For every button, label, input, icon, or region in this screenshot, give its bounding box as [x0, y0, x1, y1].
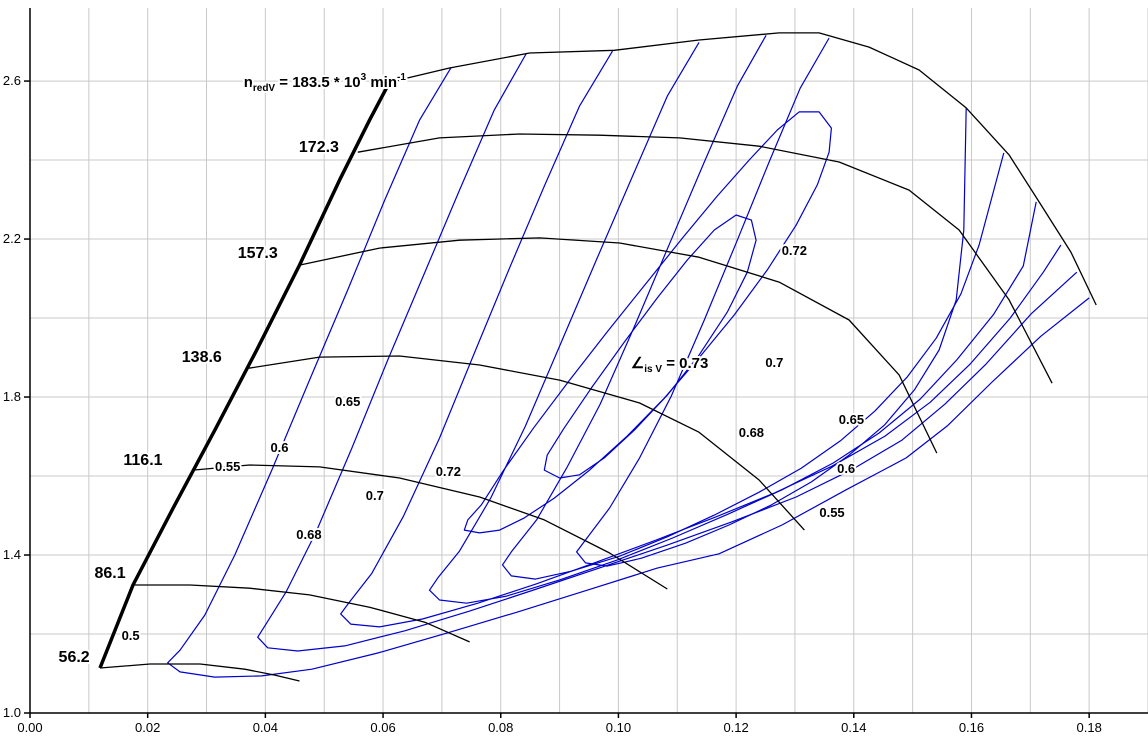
- label-eff-0-55-right: 0.55: [819, 505, 844, 520]
- speed-line-116.1: [192, 464, 668, 590]
- speed-line-172.3: [357, 133, 1053, 384]
- label-eff-annotation: ∠is V = 0.73: [631, 355, 709, 375]
- label-eff-0-55-left: 0.55: [215, 459, 240, 474]
- efficiency-contour-0.73: [543, 214, 757, 479]
- x-tick-label: 0.10: [606, 720, 631, 735]
- label-speed-annotation: nredV = 183.5 * 103 min-1: [244, 72, 407, 94]
- label-eff-0-65-right: 0.65: [839, 412, 864, 427]
- label-speed-138-6: 138.6: [182, 349, 222, 366]
- efficiency-contour-0.7: [576, 37, 967, 567]
- label-speed-56-2: 56.2: [59, 649, 90, 666]
- y-tick-label: 1.0: [3, 705, 21, 720]
- y-tick-label: 1.8: [3, 389, 21, 404]
- label-eff-0-65-left: 0.65: [335, 394, 360, 409]
- efficiency-contour-0.6: [340, 50, 1062, 628]
- speed-line-56.2: [99, 663, 300, 682]
- x-tick-label: 0.16: [959, 720, 984, 735]
- label-eff-0-5: 0.5: [122, 628, 140, 643]
- efficiency-contour-0.68: [501, 35, 1005, 580]
- x-tick-label: 0.02: [135, 720, 160, 735]
- speed-line-86.1: [133, 584, 470, 643]
- axis-ticks-layer: 0.00 0.02 0.04 0.06 0.08 0.10 0.12 0.14 0.16 0.18…: [3, 73, 1102, 735]
- efficiency-contours-layer: [167, 35, 1090, 678]
- x-tick-label: 0.14: [841, 720, 866, 735]
- x-tick-label: 0.08: [488, 720, 513, 735]
- label-eff-0-7-right: 0.7: [765, 355, 783, 370]
- x-tick-label: 0.06: [370, 720, 395, 735]
- label-speed-157-3: 157.3: [238, 245, 278, 262]
- efficiency-contour-0.72: [463, 111, 832, 534]
- label-speed-172-3: 172.3: [299, 139, 339, 156]
- x-tick-label: 0.00: [17, 720, 42, 735]
- surge-line: [98, 81, 392, 669]
- label-eff-0-6-left: 0.6: [270, 440, 288, 455]
- labels-layer: nredV = 183.5 * 103 min-1 172.3 157.3 138.6…: [57, 70, 867, 668]
- label-eff-0-72-left: 0.72: [436, 464, 461, 479]
- label-eff-0-68-right: 0.68: [739, 425, 764, 440]
- speed-line-138.6: [248, 355, 805, 531]
- label-eff-0-72-right: 0.72: [782, 243, 807, 258]
- grid-layer: [30, 8, 1148, 713]
- efficiency-contour-0.55: [257, 52, 1078, 652]
- efficiency-contour-0.5: [167, 66, 1090, 678]
- y-tick-label: 2.6: [3, 73, 21, 88]
- label-speed-116-1: 116.1: [123, 452, 162, 469]
- speed-line-183.5: [389, 32, 1097, 306]
- x-tick-label: 0.18: [1077, 720, 1102, 735]
- y-tick-label: 1.4: [3, 547, 21, 562]
- speed-lines-layer: [99, 32, 1097, 682]
- x-tick-label: 0.12: [723, 720, 748, 735]
- y-tick-label: 2.2: [3, 231, 21, 246]
- axes-layer: [29, 8, 1148, 714]
- speed-line-157.3: [299, 237, 938, 454]
- x-tick-label: 0.04: [253, 720, 278, 735]
- label-eff-0-7-left: 0.7: [366, 488, 384, 503]
- label-speed-86-1: 86.1: [94, 565, 125, 582]
- efficiency-contour-0.65: [428, 42, 1037, 604]
- label-eff-0-6-right: 0.6: [837, 461, 855, 476]
- surge-line-layer: [98, 81, 392, 669]
- label-eff-0-68-left: 0.68: [296, 527, 321, 542]
